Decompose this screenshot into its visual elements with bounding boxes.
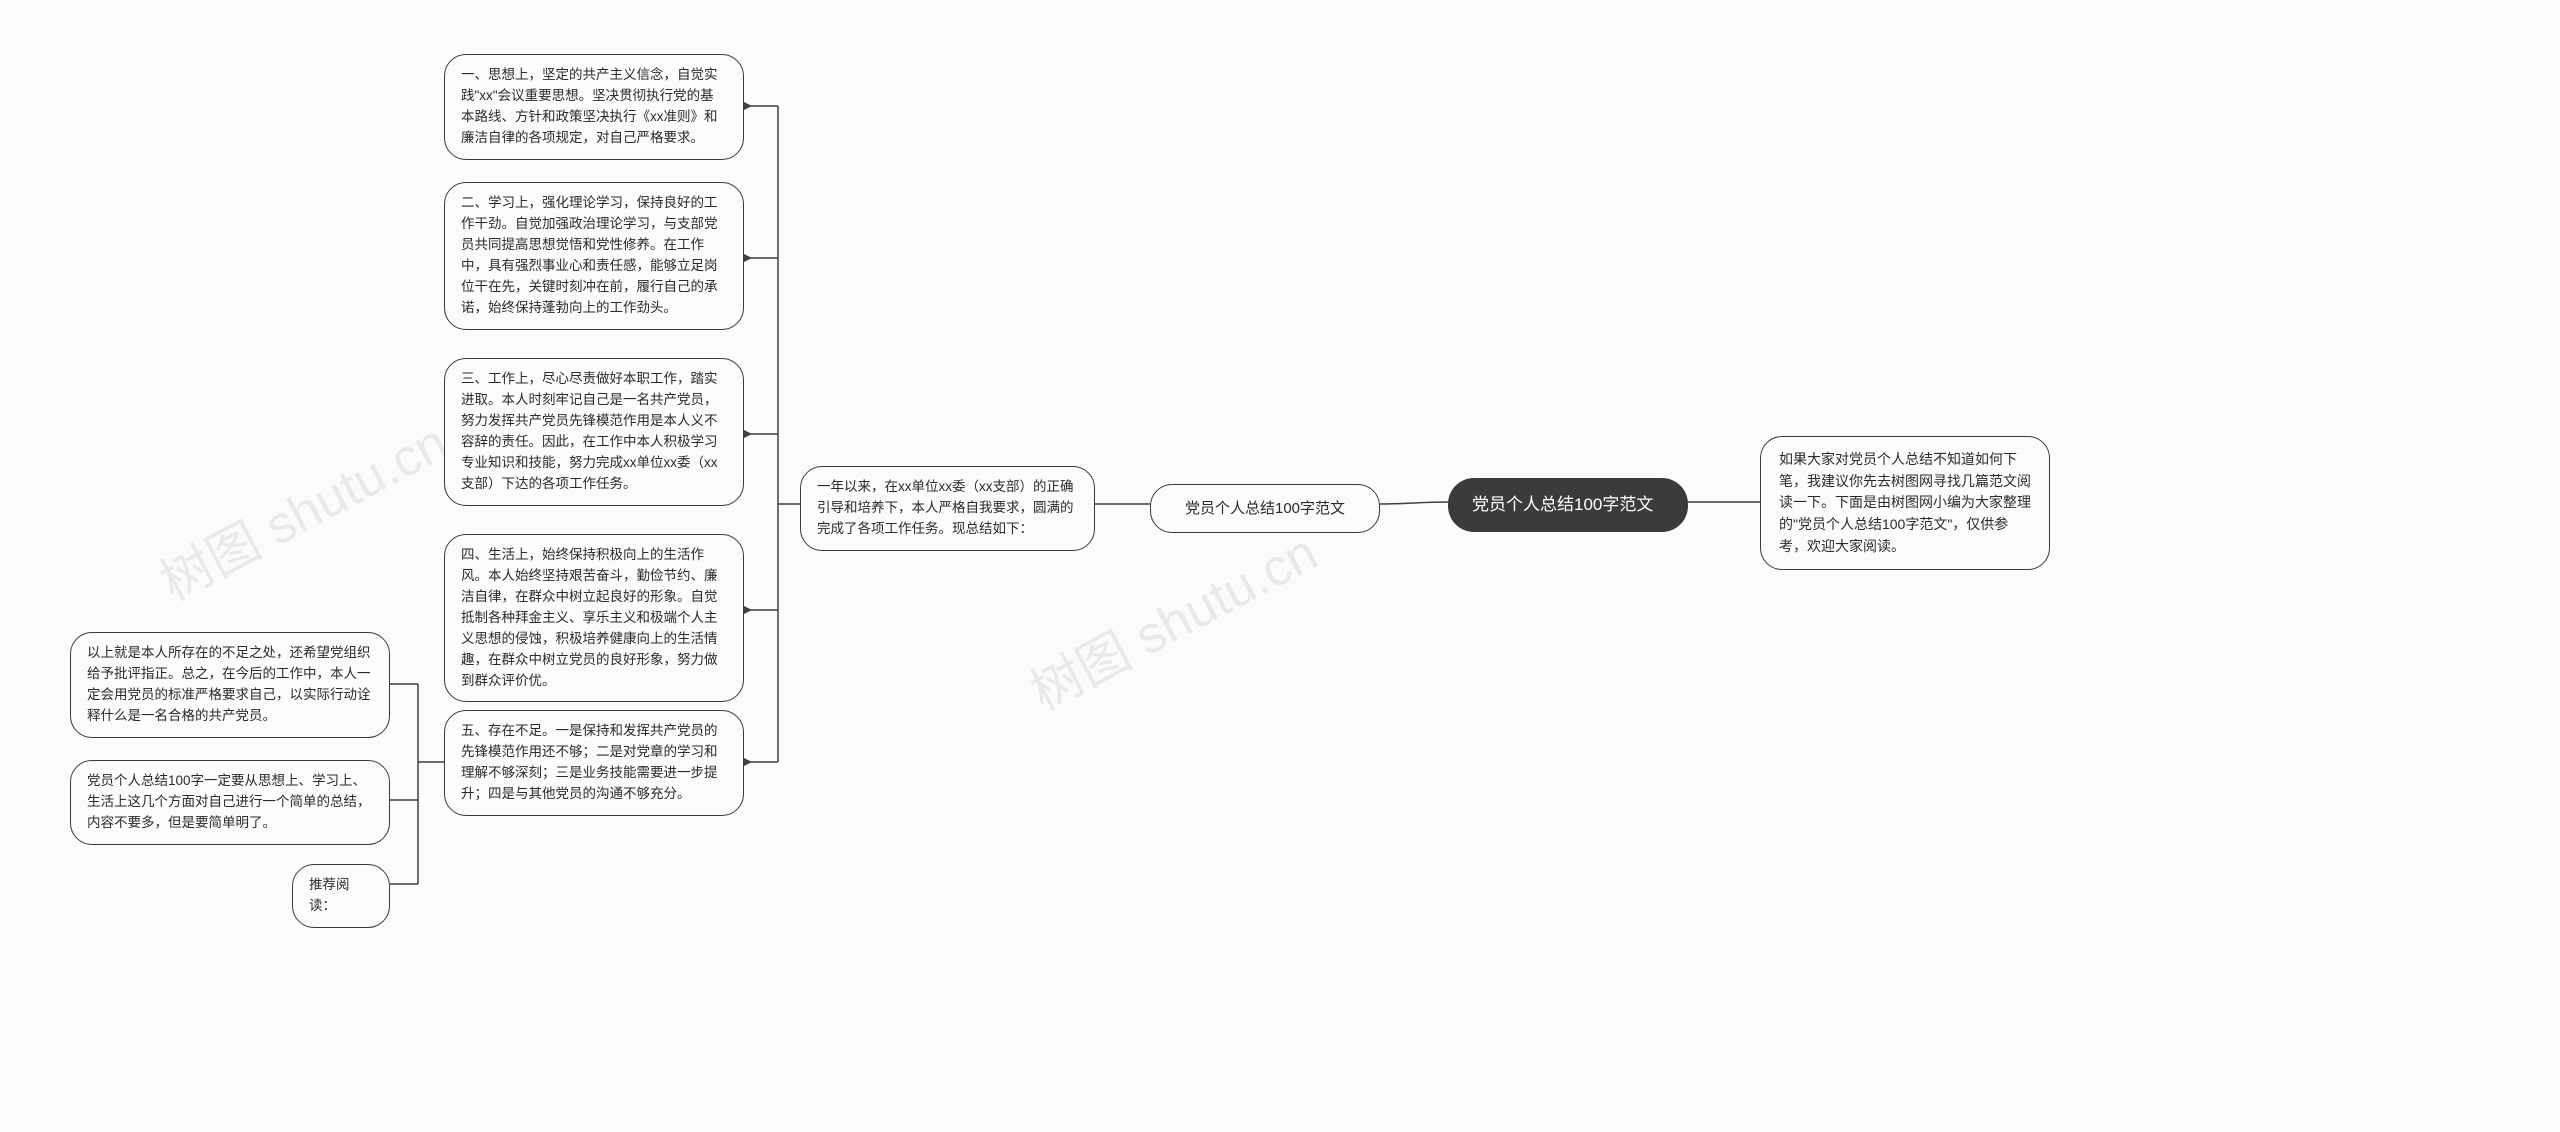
five-child-a: 以上就是本人所存在的不足之处，还希望党组织给予批评指正。总之，在今后的工作中，本… <box>70 632 390 738</box>
connector-layer <box>0 0 2560 1132</box>
item-three: 三、工作上，尽心尽责做好本职工作，踏实进取。本人时刻牢记自己是一名共产党员，努力… <box>444 358 744 506</box>
intro-node: 如果大家对党员个人总结不知道如何下笔，我建议你先去树图网寻找几篇范文阅读一下。下… <box>1760 436 2050 570</box>
summary-node: 一年以来，在xx单位xx委（xx支部）的正确引导和培养下，本人严格自我要求，圆满… <box>800 466 1095 551</box>
item-four: 四、生活上，始终保持积极向上的生活作风。本人始终坚持艰苦奋斗，勤俭节约、廉洁自律… <box>444 534 744 702</box>
five-child-c: 推荐阅读： <box>292 864 390 928</box>
sub-node[interactable]: 党员个人总结100字范文 <box>1150 484 1380 533</box>
root-node[interactable]: 党员个人总结100字范文 <box>1448 478 1688 532</box>
item-five: 五、存在不足。一是保持和发挥共产党员的先锋模范作用还不够；二是对党章的学习和理解… <box>444 710 744 816</box>
five-child-b: 党员个人总结100字一定要从思想上、学习上、生活上这几个方面对自己进行一个简单的… <box>70 760 390 845</box>
item-two: 二、学习上，强化理论学习，保持良好的工作干劲。自觉加强政治理论学习，与支部党员共… <box>444 182 744 330</box>
item-one: 一、思想上，坚定的共产主义信念，自觉实践"xx"会议重要思想。坚决贯彻执行党的基… <box>444 54 744 160</box>
watermark-left: 树图 shutu.cn <box>145 401 458 615</box>
